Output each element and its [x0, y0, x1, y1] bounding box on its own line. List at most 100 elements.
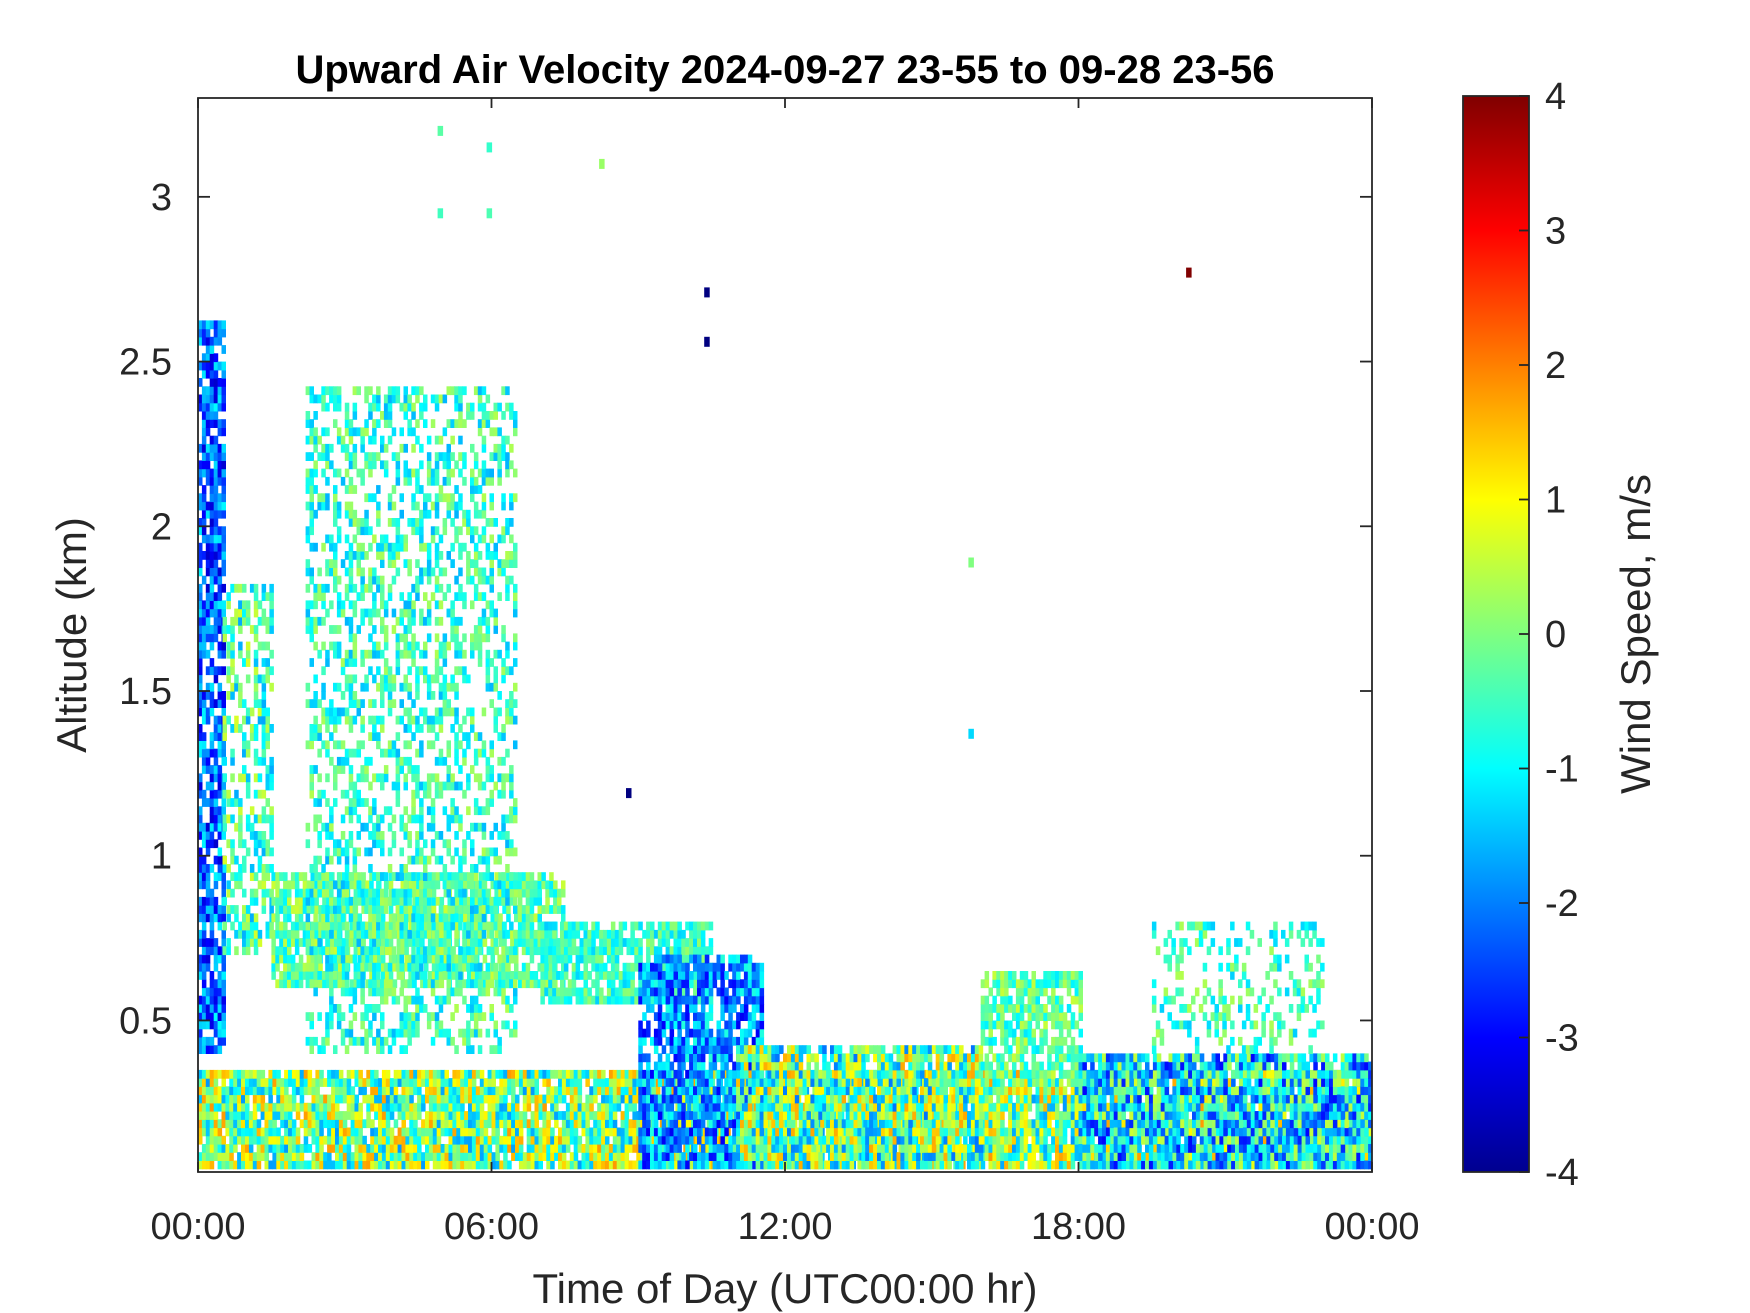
- heatmap-cell: [209, 864, 215, 873]
- heatmap-cell: [249, 822, 255, 832]
- heatmap-cell: [334, 929, 339, 939]
- heatmap-cell: [577, 1135, 583, 1145]
- heatmap-cell: [217, 1028, 223, 1038]
- heatmap-cell: [1364, 1069, 1369, 1079]
- heatmap-cell: [393, 1160, 399, 1170]
- heatmap-cell: [313, 715, 318, 725]
- heatmap-cell: [561, 1135, 567, 1145]
- heatmap-cell: [624, 1111, 630, 1120]
- heatmap-cell: [198, 814, 203, 824]
- heatmap-cell: [217, 443, 223, 453]
- heatmap-cell: [620, 1152, 626, 1161]
- heatmap-cell: [268, 1086, 273, 1096]
- heatmap-cell: [198, 724, 203, 733]
- heatmap-cell: [517, 929, 523, 939]
- heatmap-cell: [1008, 1078, 1013, 1087]
- heatmap-cell: [310, 938, 315, 947]
- heatmap-cell: [272, 1135, 277, 1145]
- heatmap-cell: [198, 682, 203, 692]
- heatmap-cell: [221, 600, 226, 610]
- heatmap-cell: [288, 1069, 293, 1079]
- heatmap-cell: [253, 789, 259, 799]
- heatmap-cell: [315, 1102, 320, 1112]
- heatmap-cell: [205, 682, 211, 692]
- heatmap-cell: [205, 1102, 211, 1112]
- heatmap-cell: [554, 1152, 559, 1161]
- heatmap-cell: [451, 872, 456, 881]
- heatmap-cell: [253, 732, 259, 741]
- heatmap-cell: [230, 748, 235, 758]
- heatmap-cell: [198, 443, 203, 453]
- heatmap-cell: [412, 888, 417, 898]
- heatmap-cell: [378, 1086, 383, 1096]
- heatmap-cell: [1035, 1086, 1040, 1096]
- heatmap-cell: [525, 929, 531, 939]
- heatmap-cell: [1039, 1119, 1044, 1129]
- heatmap-cell: [302, 896, 308, 906]
- heatmap-cell: [601, 1086, 606, 1096]
- heatmap-cell: [431, 905, 437, 914]
- heatmap-cell: [213, 789, 219, 799]
- heatmap-cell: [1238, 1078, 1244, 1087]
- heatmap-cell: [205, 559, 211, 568]
- heatmap-cell: [608, 1069, 614, 1079]
- heatmap-cell: [303, 1144, 309, 1153]
- heatmap-cell: [272, 1111, 277, 1120]
- heatmap-cell: [1012, 1144, 1017, 1153]
- heatmap-cell: [425, 1111, 430, 1120]
- heatmap-cell: [436, 1078, 442, 1087]
- heatmap-cell: [245, 929, 251, 939]
- heatmap-cell: [1313, 1135, 1318, 1145]
- heatmap-cell: [338, 1160, 344, 1170]
- heatmap-cell: [486, 946, 492, 956]
- heatmap-cell: [515, 1127, 520, 1137]
- heatmap-cell: [309, 732, 314, 741]
- heatmap-cell: [1297, 1127, 1303, 1137]
- heatmap-cell: [209, 995, 215, 1005]
- heatmap-cell: [624, 1086, 630, 1096]
- heatmap-cell: [309, 1036, 314, 1046]
- heatmap-cell: [381, 1135, 387, 1145]
- heatmap-cell: [996, 1160, 1001, 1170]
- heatmap-cell: [217, 402, 223, 412]
- heatmap-cell: [201, 460, 207, 470]
- heatmap-cell: [992, 1111, 997, 1120]
- heatmap-cell: [1051, 1102, 1056, 1112]
- heatmap-cell: [984, 1119, 990, 1129]
- heatmap-cell: [396, 913, 402, 923]
- heatmap-cell: [213, 468, 219, 478]
- heatmap-cell: [554, 1135, 559, 1145]
- heatmap-cell: [471, 872, 476, 881]
- heatmap-cell: [238, 649, 243, 659]
- heatmap-cell: [242, 888, 247, 898]
- heatmap-cell: [201, 1111, 207, 1120]
- heatmap-cell: [517, 938, 523, 947]
- heatmap-cell: [265, 658, 270, 667]
- heatmap-cell: [280, 1135, 285, 1145]
- heatmap-cell: [305, 822, 311, 832]
- heatmap-cell: [374, 1160, 379, 1170]
- heatmap-cell: [550, 1127, 555, 1137]
- heatmap-cell: [217, 328, 223, 338]
- heatmap-cell: [342, 1111, 348, 1120]
- heatmap-cell: [201, 962, 207, 972]
- heatmap-cell: [201, 1102, 207, 1112]
- heatmap-cell: [205, 1127, 211, 1137]
- heatmap-cell: [1055, 1086, 1060, 1096]
- heatmap-cell: [431, 962, 437, 972]
- heatmap-cell: [452, 1135, 457, 1145]
- heatmap-cell: [354, 1152, 359, 1161]
- heatmap-cell: [1340, 1102, 1346, 1112]
- heatmap-cell: [988, 1078, 993, 1087]
- heatmap-cell: [511, 1144, 516, 1153]
- heatmap-cell: [268, 1069, 273, 1079]
- heatmap-cell: [288, 1102, 293, 1112]
- heatmap-cell: [217, 773, 223, 783]
- heatmap-cell: [198, 748, 203, 758]
- heatmap-cell: [553, 905, 558, 914]
- heatmap-cell: [1051, 1135, 1056, 1145]
- heatmap-cell: [209, 320, 215, 330]
- heatmap-cell: [546, 1127, 551, 1137]
- heatmap-cell: [350, 1086, 356, 1096]
- heatmap-cell: [616, 1152, 622, 1161]
